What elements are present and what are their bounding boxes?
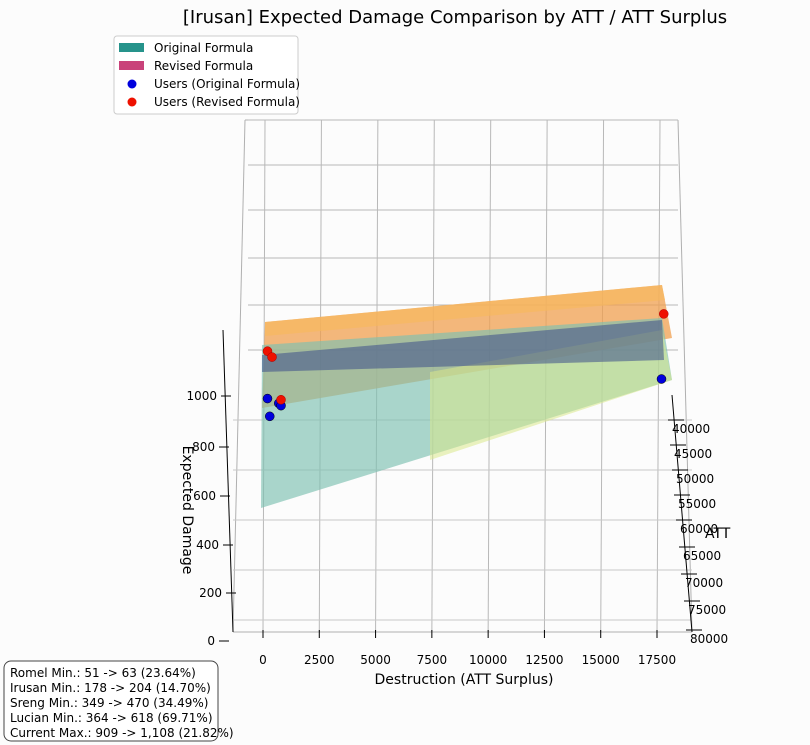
chart-title: [Irusan] Expected Damage Comparison by A… xyxy=(183,7,727,28)
y-tick-label: 50000 xyxy=(676,472,714,486)
z-tick-label: 1000 xyxy=(186,389,217,403)
user-point-original xyxy=(656,374,667,384)
z-ticks: 0 200 400 600 800 1000 xyxy=(186,389,236,648)
surfaces xyxy=(261,285,672,508)
y-tick-label: 60000 xyxy=(680,522,718,536)
y-tick-label: 55000 xyxy=(678,497,716,511)
x-tick-label: 0 xyxy=(259,653,267,667)
x-tick-label: 10000 xyxy=(469,653,507,667)
y-tick-label: 80000 xyxy=(690,632,728,646)
x-tick-label: 15000 xyxy=(582,653,620,667)
legend-label: Revised Formula xyxy=(154,59,253,73)
legend-box xyxy=(113,35,299,115)
y-axis-label: ATT xyxy=(705,526,731,542)
legend-marker xyxy=(127,97,137,107)
user-point-revised xyxy=(659,309,669,319)
z-axis-label: Expected Damage xyxy=(179,446,195,575)
y-tick-label: 45000 xyxy=(674,447,712,461)
annotation-box: Romel Min.: 51 -> 63 (23.64%)Irusan Min.… xyxy=(3,660,234,742)
x-tick-label: 2500 xyxy=(304,653,335,667)
legend-swatch xyxy=(119,43,144,52)
user-point-revised xyxy=(276,394,286,405)
z-tick-label: 0 xyxy=(207,634,215,648)
annotation-line: Sreng Min.: 349 -> 470 (34.49%) xyxy=(10,696,208,710)
y-ticks: 40000 45000 50000 55000 60000 65000 70000 75000… xyxy=(668,419,728,646)
y-tick-label: 40000 xyxy=(672,422,710,436)
legend: Original Formula Revised Formula Users (Or… xyxy=(113,35,300,115)
annotation-line: Lucian Min.: 364 -> 618 (69.71%) xyxy=(10,711,213,725)
x-tick-label: 12500 xyxy=(525,653,563,667)
user-points xyxy=(262,309,669,422)
legend-label: Original Formula xyxy=(154,41,253,55)
x-tick-label: 17500 xyxy=(638,653,676,667)
z-axis-line xyxy=(222,329,234,633)
y-tick-label: 70000 xyxy=(685,576,723,590)
annotation-line: Current Max.: 909 -> 1,108 (21.82%) xyxy=(10,726,234,740)
y-tick-label: 75000 xyxy=(688,603,726,617)
user-point-revised xyxy=(267,352,277,362)
revised-formula-surface-edge xyxy=(265,285,665,336)
legend-swatch xyxy=(119,61,144,70)
x-tick-label: 7500 xyxy=(417,653,448,667)
legend-marker xyxy=(127,79,137,89)
axis-lines xyxy=(222,329,693,633)
y-tick-label: 65000 xyxy=(683,549,721,563)
x-axis-label: Destruction (ATT Surplus) xyxy=(375,672,554,688)
x-tick-label: 5000 xyxy=(360,653,391,667)
overlap-band xyxy=(262,320,664,372)
z-tick-label: 400 xyxy=(196,538,219,552)
user-point-original xyxy=(265,411,275,422)
annotation-line: Irusan Min.: 178 -> 204 (14.70%) xyxy=(10,681,211,695)
y-axis-line xyxy=(671,394,693,633)
x-ticks: 0 2500 5000 7500 10000 12500 15000 17500 xyxy=(259,630,676,667)
legend-label: Users (Revised Formula) xyxy=(154,95,300,109)
z-tick-label: 800 xyxy=(192,440,215,454)
user-point-original xyxy=(262,393,273,404)
legend-label: Users (Original Formula) xyxy=(154,77,300,91)
annotation-line: Romel Min.: 51 -> 63 (23.64%) xyxy=(10,666,196,680)
z-tick-label: 600 xyxy=(193,489,216,503)
z-tick-label: 200 xyxy=(199,586,222,600)
